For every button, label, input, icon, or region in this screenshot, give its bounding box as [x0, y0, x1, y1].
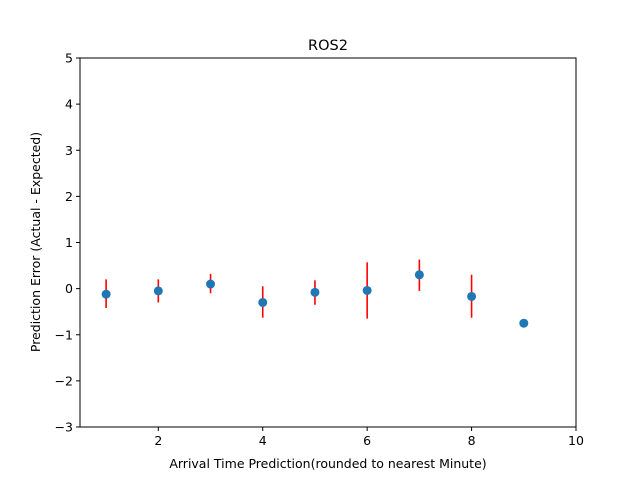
data-point-1 [101, 289, 111, 299]
y-tick-label: 0 [65, 281, 73, 296]
data-point-7 [414, 270, 424, 280]
x-tick-label: 8 [468, 433, 476, 448]
x-axis-label: Arrival Time Prediction(rounded to neare… [169, 456, 486, 471]
y-axis-label: Prediction Error (Actual - Expected) [28, 132, 43, 352]
x-tick-label: 2 [154, 433, 162, 448]
data-point-3 [206, 279, 216, 289]
data-point-4 [258, 297, 268, 307]
y-tick-label: 2 [65, 189, 73, 204]
x-tick-label: 10 [568, 433, 584, 448]
y-tick-label: −3 [55, 420, 73, 435]
plot-area: 2 4 6 8 10 −3 −2 −1 0 1 2 3 4 5 [55, 51, 584, 449]
y-tick-label: 3 [65, 143, 73, 158]
data-point-6 [362, 285, 372, 295]
y-tick-label: −2 [55, 373, 73, 388]
data-point-8 [467, 291, 477, 301]
data-point-9 [519, 318, 529, 328]
x-tick-label: 4 [259, 433, 267, 448]
y-tick-label: 5 [65, 51, 73, 66]
data-point-2 [153, 286, 163, 296]
x-tick-label: 6 [363, 433, 371, 448]
y-tick-label: −1 [55, 327, 73, 342]
chart-title: ROS2 [308, 38, 348, 54]
data-point-5 [310, 287, 320, 297]
y-tick-label: 1 [65, 235, 73, 250]
y-tick-label: 4 [65, 97, 73, 112]
